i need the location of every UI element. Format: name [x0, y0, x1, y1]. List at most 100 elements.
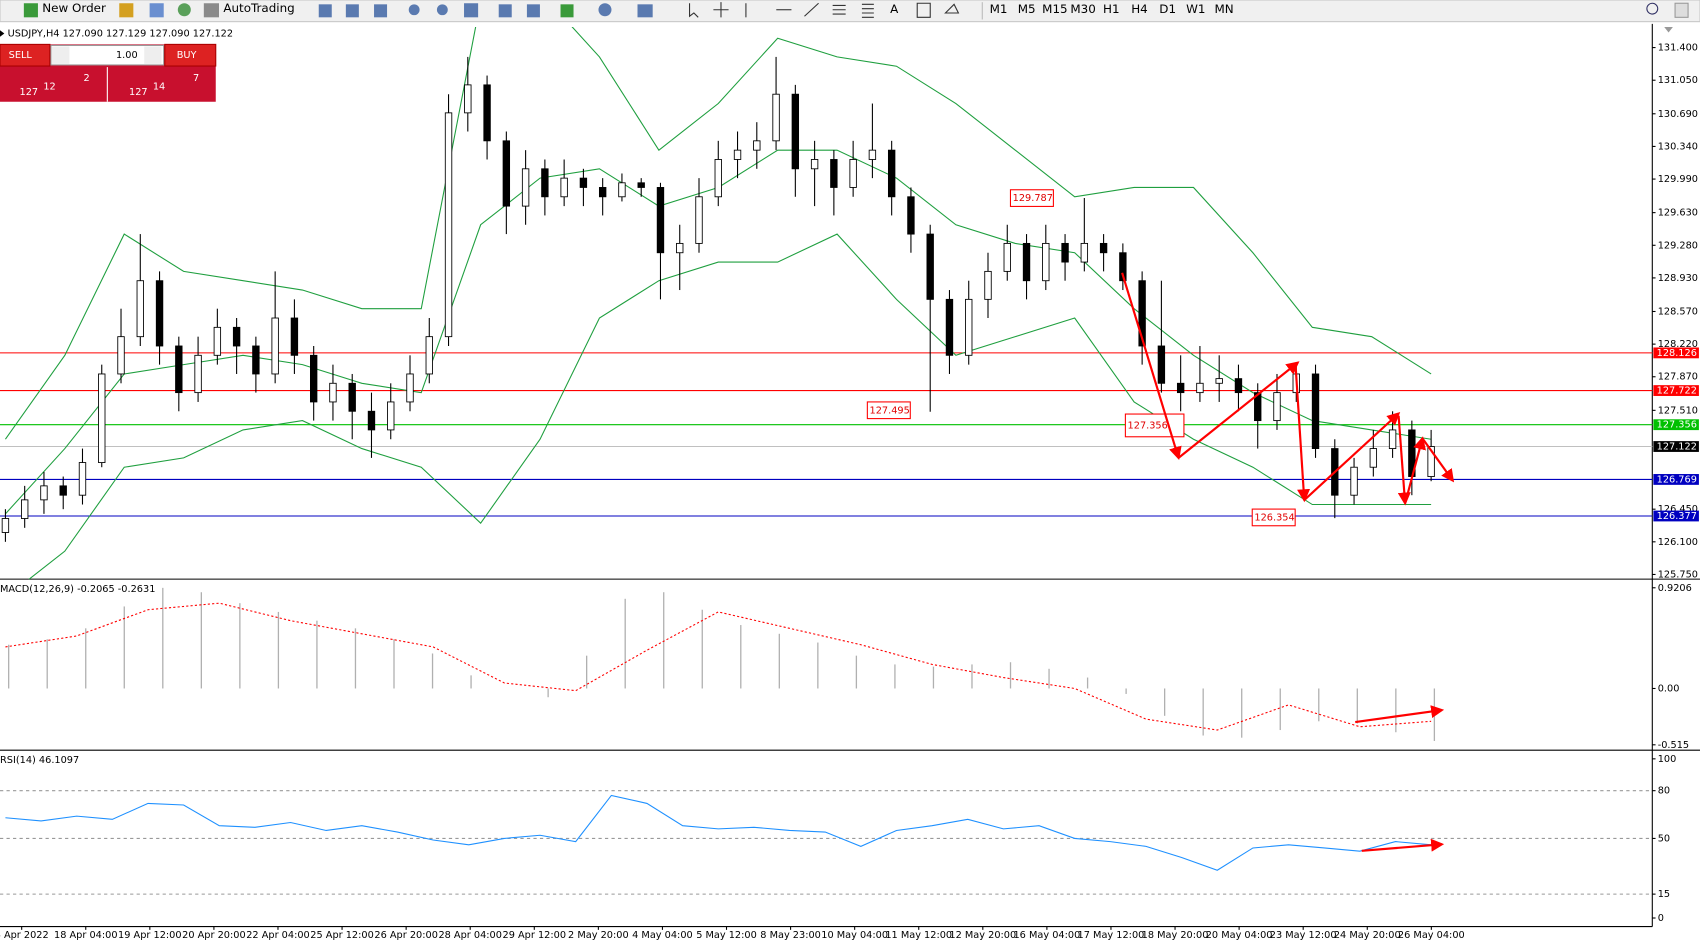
timeframe-button[interactable]: W1	[1186, 2, 1205, 16]
timeframe-button[interactable]: D1	[1159, 2, 1176, 16]
candle-body	[136, 280, 144, 338]
lots-input[interactable]	[50, 44, 165, 66]
timeframe-button[interactable]: MN	[1214, 2, 1233, 16]
candle-body	[945, 298, 954, 356]
icon[interactable]	[560, 4, 574, 18]
candle-body	[252, 345, 260, 375]
x-tick-label: 5 May 12:00	[696, 930, 757, 941]
timeframe-button[interactable]: M30	[1070, 2, 1095, 16]
x-tick-label: 8 May 23:00	[760, 930, 821, 941]
lots-up[interactable]	[144, 46, 162, 64]
y-tick-label: 100	[1658, 754, 1677, 765]
x-tick-label: 16 May 04:00	[1013, 930, 1080, 941]
icon[interactable]	[318, 4, 332, 18]
candle-body	[810, 159, 819, 170]
shapes-tool[interactable]	[944, 3, 960, 14]
candle-body	[59, 485, 67, 496]
autotrading-button[interactable]: AutoTrading	[223, 1, 294, 15]
band-line	[4, 27, 1432, 440]
x-tick-label: 22 Apr 04:00	[246, 930, 310, 941]
candle-body	[425, 336, 433, 375]
timeframe-button[interactable]: M5	[1018, 2, 1036, 16]
tool-icons	[318, 3, 653, 18]
channel-tool[interactable]	[832, 4, 846, 15]
crosshair-tool[interactable]	[713, 2, 729, 18]
x-tick-label: 4 Apr 2022	[0, 930, 49, 941]
candle-body	[21, 499, 29, 519]
y-tick-label: 127.870	[1658, 372, 1698, 383]
candle-body	[117, 336, 125, 375]
candle-body	[213, 326, 222, 356]
timeframe-button[interactable]: M1	[990, 2, 1008, 16]
candle-body	[772, 93, 780, 142]
candle-body	[406, 373, 414, 403]
lots-down[interactable]	[52, 46, 70, 64]
candle-body	[78, 462, 87, 496]
timeframe-button[interactable]: H4	[1131, 2, 1148, 16]
icon[interactable]	[177, 3, 191, 17]
x-tick-label: 26 May 04:00	[1398, 930, 1465, 941]
price-label-bg	[1653, 419, 1699, 431]
autotrading-icon[interactable]	[203, 3, 220, 18]
annotation-box	[866, 401, 911, 420]
price-label: 126.377	[1657, 511, 1697, 522]
trade-panel: SELL 1.00 BUY 127 12 2 127 14 7	[0, 43, 217, 102]
x-tick-label: 18 Apr 04:00	[54, 930, 118, 941]
label-tool[interactable]	[916, 2, 931, 18]
candle-body	[194, 354, 202, 394]
new-order-button[interactable]: New Order	[42, 1, 106, 15]
search-icon[interactable]	[1646, 2, 1659, 15]
new-order-icon[interactable]	[23, 3, 38, 18]
arrow	[1177, 361, 1300, 459]
x-tick-label: 18 May 20:00	[1142, 930, 1209, 941]
rsi-line	[5, 794, 1432, 871]
timeframe-button[interactable]: H1	[1103, 2, 1120, 16]
icon[interactable]	[119, 3, 134, 18]
icon[interactable]	[464, 3, 479, 18]
text-tool[interactable]: A	[890, 2, 899, 16]
icon[interactable]	[149, 3, 164, 18]
account-icon[interactable]	[1674, 2, 1689, 18]
icon[interactable]	[526, 4, 540, 18]
candle-body	[329, 382, 337, 403]
icon[interactable]	[436, 4, 448, 16]
icon[interactable]	[345, 4, 359, 18]
icon[interactable]	[598, 3, 612, 17]
candle-body	[753, 140, 761, 151]
x-tick-label: 12 May 20:00	[949, 930, 1016, 941]
x-tick-label: 26 Apr 20:00	[374, 930, 438, 941]
x-tick-label: 20 May 04:00	[1206, 930, 1273, 941]
sell-button[interactable]	[0, 43, 51, 67]
icon[interactable]	[637, 4, 653, 18]
x-tick-label: 23 May 12:00	[1270, 930, 1337, 941]
close-panel-icon[interactable]	[1664, 27, 1673, 33]
timeframe-button[interactable]: M15	[1042, 2, 1067, 16]
candle-body	[1061, 242, 1069, 263]
icon[interactable]	[498, 4, 512, 18]
toolbar: New Order AutoTrading	[0, 0, 1700, 23]
candle-body	[695, 196, 703, 244]
candle-body	[1080, 242, 1089, 263]
x-tick-label: 11 May 12:00	[885, 930, 952, 941]
arrow	[1121, 272, 1182, 460]
x-tick-label: 28 Apr 04:00	[438, 930, 502, 941]
candle-body	[1003, 242, 1011, 272]
cursor-tool[interactable]	[688, 3, 699, 18]
candle-body	[926, 233, 934, 300]
y-tick-label: 80	[1658, 786, 1670, 797]
icon[interactable]	[374, 4, 388, 18]
arrow	[1421, 437, 1455, 483]
arrow	[1361, 838, 1445, 852]
candle-body	[367, 410, 376, 431]
y-tick-label: 0.00	[1658, 683, 1680, 694]
buy-button[interactable]	[164, 43, 217, 67]
y-tick-label: 50	[1658, 833, 1670, 844]
fibo-tool[interactable]	[861, 3, 874, 18]
candle-body	[1311, 373, 1320, 450]
y-tick-label: 131.050	[1658, 75, 1698, 86]
candle-body	[618, 182, 626, 198]
icon[interactable]	[408, 4, 420, 16]
trendline-tool[interactable]	[804, 2, 819, 17]
candle-body	[1388, 429, 1397, 450]
drawn-arrows	[1121, 272, 1455, 852]
